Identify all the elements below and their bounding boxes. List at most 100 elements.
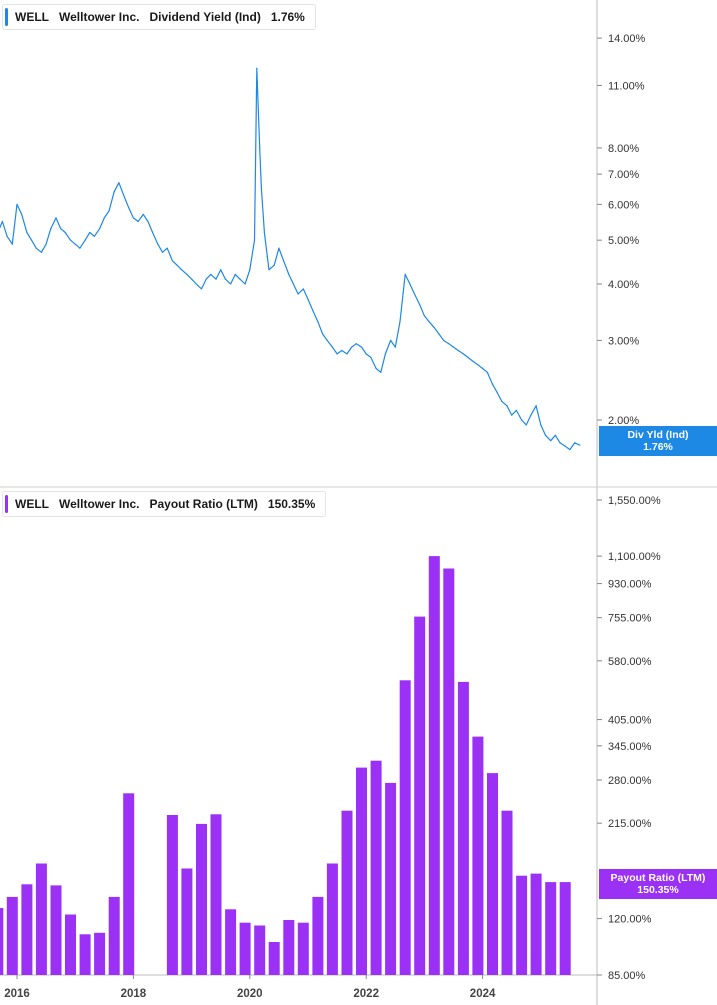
yield-point — [181, 269, 183, 271]
yield-point — [486, 371, 488, 373]
yield-y-tick-label: 2.00% — [608, 415, 639, 427]
yield-point — [312, 309, 314, 311]
payout-bar — [79, 934, 91, 975]
yield-point — [433, 327, 435, 329]
yield-point — [448, 343, 450, 345]
payout-bar — [559, 882, 571, 975]
yield-point — [341, 349, 343, 352]
yield-legend: WELL Welltower Inc. Dividend Yield (Ind)… — [2, 4, 316, 30]
yield-point — [491, 383, 494, 385]
yield-point — [186, 273, 188, 275]
yield-point — [205, 278, 207, 280]
yield-value-tag: Div Yld (Ind) 1.76% — [599, 426, 717, 456]
payout-legend: WELL Welltower Inc. Payout Ratio (LTM) 1… — [2, 491, 327, 517]
payout-value-tag: Payout Ratio (LTM) 150.35% — [599, 869, 717, 899]
yield-point — [21, 213, 23, 216]
yield-point — [278, 247, 280, 249]
yield-point — [220, 269, 222, 271]
payout-bar — [254, 925, 266, 975]
payout-tag-label: Payout Ratio (LTM) — [610, 872, 706, 884]
yield-point — [438, 333, 440, 335]
yield-point — [64, 231, 66, 234]
payout-legend-metric: Payout Ratio (LTM) — [149, 497, 258, 511]
yield-point — [380, 371, 382, 373]
payout-bar — [370, 760, 382, 975]
yield-point — [128, 207, 130, 209]
payout-bar — [385, 782, 397, 975]
payout-bar — [225, 909, 237, 975]
x-tick-label: 2016 — [4, 988, 30, 1000]
yield-point — [346, 353, 348, 355]
yield-point — [375, 367, 377, 370]
yield-point — [390, 339, 392, 342]
payout-bar — [268, 942, 280, 975]
yield-point — [355, 343, 357, 345]
yield-y-tick-label: 3.00% — [608, 335, 639, 347]
yield-point — [108, 210, 110, 212]
yield-legend-value: 1.76% — [270, 10, 305, 24]
yield-point — [35, 247, 37, 249]
yield-point — [40, 251, 43, 253]
yield-point — [234, 273, 236, 275]
payout-ratio-plot — [0, 556, 571, 975]
yield-point — [404, 273, 406, 275]
payout-bar — [501, 810, 513, 975]
yield-point — [26, 231, 28, 234]
yield-point — [326, 339, 328, 342]
payout-legend-ticker: WELL — [15, 497, 49, 511]
yield-point — [157, 243, 159, 245]
yield-point — [152, 231, 154, 234]
yield-point — [443, 339, 445, 342]
payout-y-tick-label: 1,100.00% — [608, 551, 661, 563]
yield-point — [384, 353, 387, 355]
payout-bar — [312, 896, 324, 975]
payout-bar — [530, 873, 542, 975]
yield-point — [428, 321, 430, 323]
yield-point — [525, 424, 527, 426]
yield-point — [321, 333, 324, 335]
yield-point — [351, 346, 353, 348]
payout-bar — [239, 922, 251, 975]
yield-point — [297, 293, 299, 295]
yield-point — [544, 434, 547, 436]
yield-point — [409, 283, 411, 285]
yield-point — [501, 400, 503, 402]
payout-legend-value: 150.35% — [267, 497, 316, 511]
yield-point — [260, 188, 263, 190]
yield-point — [224, 278, 226, 280]
x-tick-label: 2022 — [353, 988, 379, 1000]
yield-point — [452, 346, 455, 348]
yield-point — [506, 405, 508, 407]
yield-point — [559, 442, 561, 444]
payout-y-tick-label: 215.00% — [608, 818, 652, 830]
payout-bar — [0, 908, 4, 975]
x-tick-label: 2018 — [121, 988, 147, 1000]
payout-bar — [123, 793, 135, 975]
yield-point — [540, 424, 542, 426]
yield-point — [520, 419, 523, 421]
yield-point — [472, 360, 474, 362]
payout-bar — [545, 882, 557, 975]
yield-legend-marker — [5, 8, 8, 26]
yield-point — [457, 349, 459, 352]
payout-y-tick-label: 755.00% — [608, 613, 652, 625]
yield-point — [166, 247, 168, 249]
payout-bar — [428, 556, 440, 975]
payout-bar — [94, 932, 106, 975]
dividend-yield-plot — [0, 67, 581, 451]
payout-bar — [457, 681, 469, 975]
yield-point — [564, 445, 566, 447]
yield-point — [239, 278, 241, 280]
yield-y-tick-label: 14.00% — [608, 33, 646, 45]
yield-point — [142, 213, 144, 216]
yield-point — [55, 217, 57, 219]
yield-point — [477, 364, 479, 366]
yield-y-tick-label: 6.00% — [608, 199, 639, 211]
yield-point — [229, 283, 232, 285]
payout-tag-value: 150.35% — [637, 884, 679, 896]
payout-bar — [326, 863, 338, 975]
yield-point — [360, 346, 363, 348]
yield-legend-company: Welltower Inc. — [59, 10, 140, 24]
payout-bar — [65, 914, 76, 975]
